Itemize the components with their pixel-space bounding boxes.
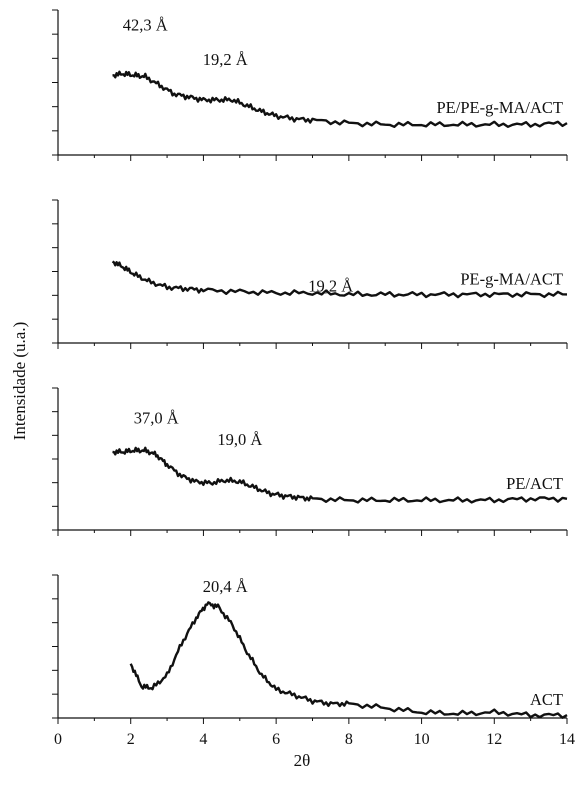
- x-tick-label: 8: [345, 731, 353, 748]
- peak-annotation: 20,4 Å: [203, 577, 248, 596]
- series-label: ACT: [530, 690, 563, 709]
- peak-annotation: 42,3 Å: [123, 15, 168, 34]
- x-tick-label: 12: [486, 731, 502, 748]
- panel-2: PE-g-MA/ACT 19,2 Å: [52, 199, 568, 349]
- y-axis-title: Intensidade (u.a.): [10, 322, 29, 440]
- series-label: PE/ACT: [506, 474, 563, 493]
- x-tick-label: 4: [199, 731, 207, 748]
- x-axis-title: 2θ: [294, 751, 311, 770]
- x-tick-label: 10: [414, 731, 430, 748]
- peak-annotation: 19,2 Å: [203, 50, 248, 69]
- x-tick-label: 6: [272, 731, 280, 748]
- x-tick-label: 2: [127, 731, 135, 748]
- series-line: [129, 601, 568, 719]
- x-tick-label: 0: [54, 731, 62, 748]
- peak-annotation: 19,0 Å: [217, 430, 262, 449]
- series-line: [112, 70, 568, 128]
- x-tick-label: 14: [559, 731, 575, 748]
- peak-annotation: 19,2 Å: [308, 277, 353, 296]
- series-line: [112, 446, 568, 504]
- peak-annotation: 37,0 Å: [134, 409, 179, 428]
- series-line: [111, 260, 568, 299]
- chart-panels: PE/PE-g-MA/ACT 42,3 Å 19,2 Å PE-g-MA/ACT 19,…: [52, 9, 568, 724]
- series-label: PE/PE-g-MA/ACT: [436, 98, 563, 117]
- x-axis: 0 2 4 6 8 10 12 14: [54, 731, 575, 748]
- series-label: PE-g-MA/ACT: [460, 269, 563, 288]
- panel-1: PE/PE-g-MA/ACT 42,3 Å 19,2 Å: [52, 9, 568, 161]
- panel-3: PE/ACT 37,0 Å 19,0 Å: [52, 387, 568, 536]
- panel-4: ACT 20,4 Å: [52, 574, 568, 724]
